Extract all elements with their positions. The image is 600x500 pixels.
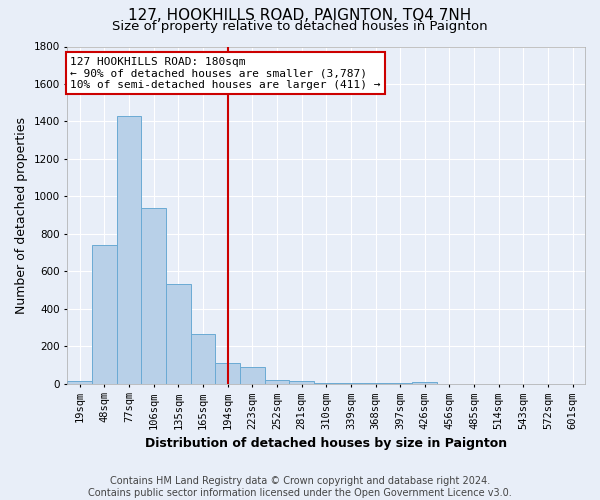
Bar <box>265 380 289 384</box>
Bar <box>215 363 240 384</box>
Bar <box>142 208 166 384</box>
Bar <box>166 284 191 384</box>
Bar <box>240 366 265 384</box>
Text: Size of property relative to detached houses in Paignton: Size of property relative to detached ho… <box>112 20 488 33</box>
Bar <box>338 382 363 384</box>
Bar <box>67 380 92 384</box>
Bar <box>117 116 142 384</box>
Bar <box>363 383 388 384</box>
Bar <box>92 245 117 384</box>
Y-axis label: Number of detached properties: Number of detached properties <box>15 116 28 314</box>
Bar <box>314 382 338 384</box>
Text: Contains HM Land Registry data © Crown copyright and database right 2024.
Contai: Contains HM Land Registry data © Crown c… <box>88 476 512 498</box>
Bar <box>412 382 437 384</box>
Bar <box>388 383 412 384</box>
Bar <box>191 334 215 384</box>
Text: 127 HOOKHILLS ROAD: 180sqm
← 90% of detached houses are smaller (3,787)
10% of s: 127 HOOKHILLS ROAD: 180sqm ← 90% of deta… <box>70 56 380 90</box>
Bar <box>289 382 314 384</box>
X-axis label: Distribution of detached houses by size in Paignton: Distribution of detached houses by size … <box>145 437 507 450</box>
Text: 127, HOOKHILLS ROAD, PAIGNTON, TQ4 7NH: 127, HOOKHILLS ROAD, PAIGNTON, TQ4 7NH <box>128 8 472 22</box>
